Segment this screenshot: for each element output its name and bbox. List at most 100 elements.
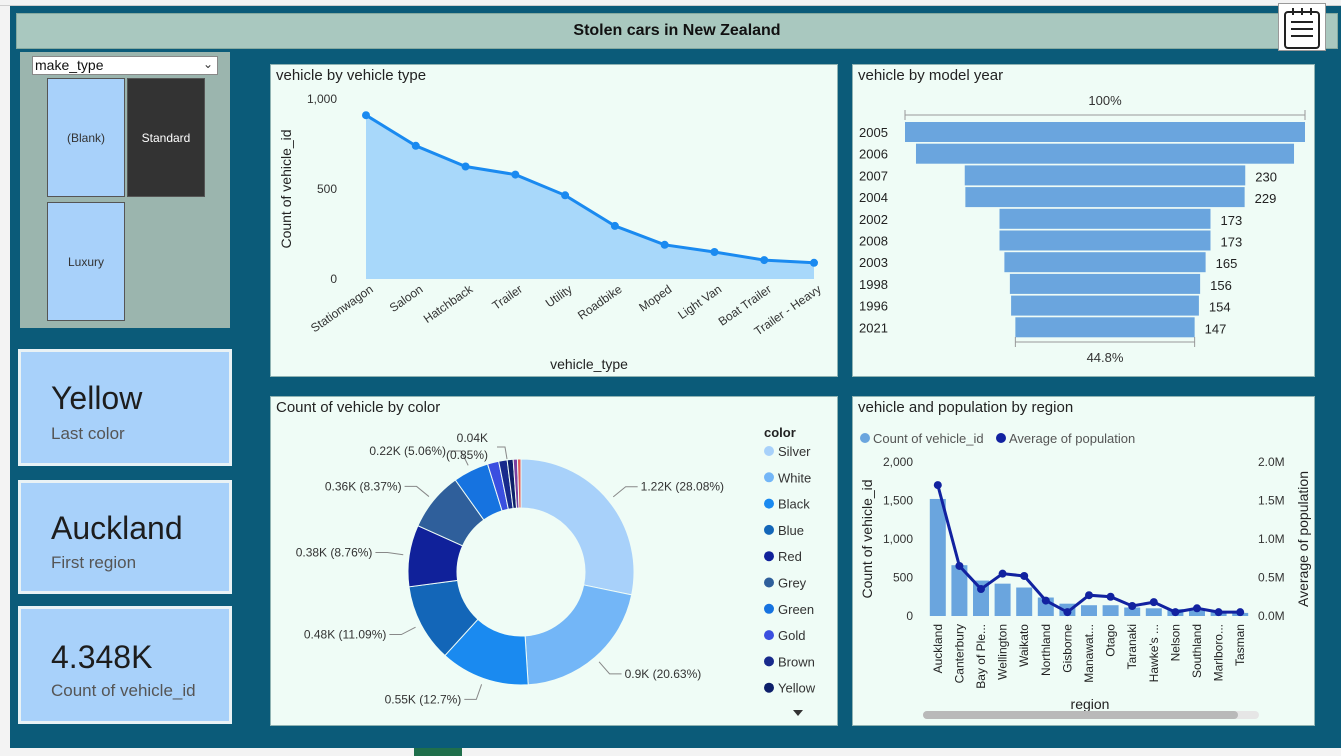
funnel-bar: [1015, 317, 1195, 338]
donut-leader-line: [497, 446, 508, 460]
population-point: [933, 481, 942, 490]
y-tick-label: 0: [330, 272, 337, 286]
color-panel: Count of vehicle by color 1.22K (28.08%)…: [270, 396, 838, 726]
model-year-panel: vehicle by model year 100% 2005 2006 2007 23…: [852, 64, 1315, 377]
legend-scroll-down-icon: [793, 710, 803, 716]
x-tick-label: Bay of Ple...: [974, 624, 988, 689]
donut-leader-line: [449, 450, 469, 466]
legend-marker: [764, 603, 774, 614]
slicer-tile-blank[interactable]: (Blank): [47, 78, 125, 197]
population-point: [1171, 608, 1180, 617]
y-tick-label: 1,000: [307, 92, 337, 106]
legend-label: Silver: [778, 444, 811, 459]
y2-tick-label: 0.5M: [1258, 571, 1285, 585]
card-label: Last color: [51, 424, 125, 443]
chevron-down-icon[interactable]: ⌄: [202, 57, 213, 71]
legend-label: Blue: [778, 523, 804, 538]
legend-marker: [860, 433, 870, 443]
funnel-category-label: 2021: [859, 320, 888, 335]
donut-leader-line: [612, 486, 638, 498]
region-bar: [1081, 605, 1097, 616]
y-axis-label: Count of vehicle_id: [859, 479, 875, 598]
legend-marker: [764, 656, 774, 667]
slicer-tile-standard[interactable]: Standard: [127, 78, 205, 197]
slicer-tile-luxury-label: Luxury: [67, 254, 105, 269]
card-label: First region: [51, 553, 137, 572]
data-point: [362, 111, 370, 120]
funnel-bar: [1009, 273, 1201, 294]
population-point: [1149, 598, 1158, 607]
data-point: [710, 248, 719, 256]
population-point: [1214, 608, 1223, 617]
data-point: [411, 141, 420, 150]
legend-label: Red: [778, 549, 802, 564]
x-tick-label: Southland: [1190, 624, 1204, 678]
donut-data-label: 0.04K: [457, 431, 488, 445]
population-point: [1085, 591, 1093, 600]
series-line: [365, 113, 815, 265]
slicer-tile-luxury[interactable]: Luxury: [47, 202, 125, 321]
color-chart: 1.22K (28.08%) 0.9K (20.63%) 0.55K (12.7%)…: [296, 425, 816, 716]
x-tick-label: Utility: [543, 282, 575, 310]
slicer-dropdown[interactable]: make_type ⌄: [32, 56, 218, 75]
x-axis-label: region: [1071, 696, 1110, 712]
donut-data-label: 0.38K (8.76%): [296, 545, 373, 559]
donut-slice: [516, 458, 522, 509]
x-tick-label: Manawat...: [1082, 624, 1096, 683]
funnel-value-label: 165: [1216, 256, 1238, 271]
chart-title: Count of vehicle by color: [276, 399, 441, 416]
vehicle-type-panel: vehicle by vehicle type 1,000 500 0 Station…: [270, 64, 838, 377]
population-point: [1128, 601, 1137, 610]
funnel-value-label: 230: [1255, 169, 1277, 184]
region-bar: [1102, 605, 1119, 616]
x-tick-label: Hatchback: [421, 281, 476, 326]
card-vehicle-count: 4.348K Count of vehicle_id: [18, 606, 232, 724]
y2-tick-label: 1.0M: [1258, 532, 1285, 546]
donut-leader-line: [598, 661, 622, 675]
y2-tick-label: 2.0M: [1258, 455, 1285, 469]
x-tick-label: Wellington: [996, 624, 1010, 680]
x-tick-label: Auckland: [931, 624, 945, 673]
card-first-region: Auckland First region: [18, 480, 232, 594]
legend-label: Brown: [778, 654, 815, 669]
region-bar: [1145, 608, 1162, 616]
x-tick-label: Roadbike: [575, 282, 625, 323]
data-point: [511, 170, 520, 179]
notepad-icon[interactable]: [1278, 3, 1326, 51]
chart-title: vehicle by model year: [858, 67, 1004, 84]
funnel-value-label: 154: [1209, 300, 1231, 315]
model-year-chart: 100% 2005 2006 2007 230 2004 229 2002 173 2008 173…: [859, 93, 1306, 365]
card-last-color: Yellow Last color: [18, 349, 232, 466]
funnel-category-label: 2004: [859, 190, 888, 205]
y2-axis-label: Average of population: [1295, 471, 1311, 607]
data-point: [461, 162, 470, 171]
y-tick-label: 500: [317, 182, 337, 196]
funnel-category-label: 2002: [859, 212, 888, 227]
legend-marker: [764, 630, 774, 641]
donut-slice: [524, 584, 633, 686]
page-title: Stolen cars in New Zealand: [16, 13, 1338, 49]
population-point: [977, 585, 985, 594]
notepad-icon-svg: [1284, 8, 1320, 49]
legend-title: color: [764, 425, 796, 440]
data-point: [810, 258, 818, 267]
slicer-tile-standard-label: Standard: [141, 130, 191, 145]
population-point: [955, 561, 964, 570]
funnel-bar: [964, 165, 1246, 186]
chart-title: vehicle and population by region: [858, 399, 1074, 416]
donut-leader-line: [464, 684, 483, 700]
make-type-slicer: make_type ⌄ (Blank) Standard Luxury: [20, 52, 230, 328]
donut-data-label: 1.22K (28.08%): [641, 480, 724, 494]
y-tick-label: 1,500: [883, 494, 913, 508]
funnel-bar: [1011, 295, 1199, 316]
card-value: 4.348K: [51, 639, 153, 675]
funnel-category-label: 1998: [859, 277, 888, 292]
funnel-value-label: 229: [1255, 191, 1277, 206]
region-bar: [1016, 587, 1033, 616]
funnel-category-label: 2006: [859, 147, 888, 162]
slicer-tile-blank-label: (Blank): [66, 130, 105, 145]
region-panel: vehicle and population by region Count o…: [852, 396, 1315, 726]
active-page-tab[interactable]: [414, 748, 462, 756]
